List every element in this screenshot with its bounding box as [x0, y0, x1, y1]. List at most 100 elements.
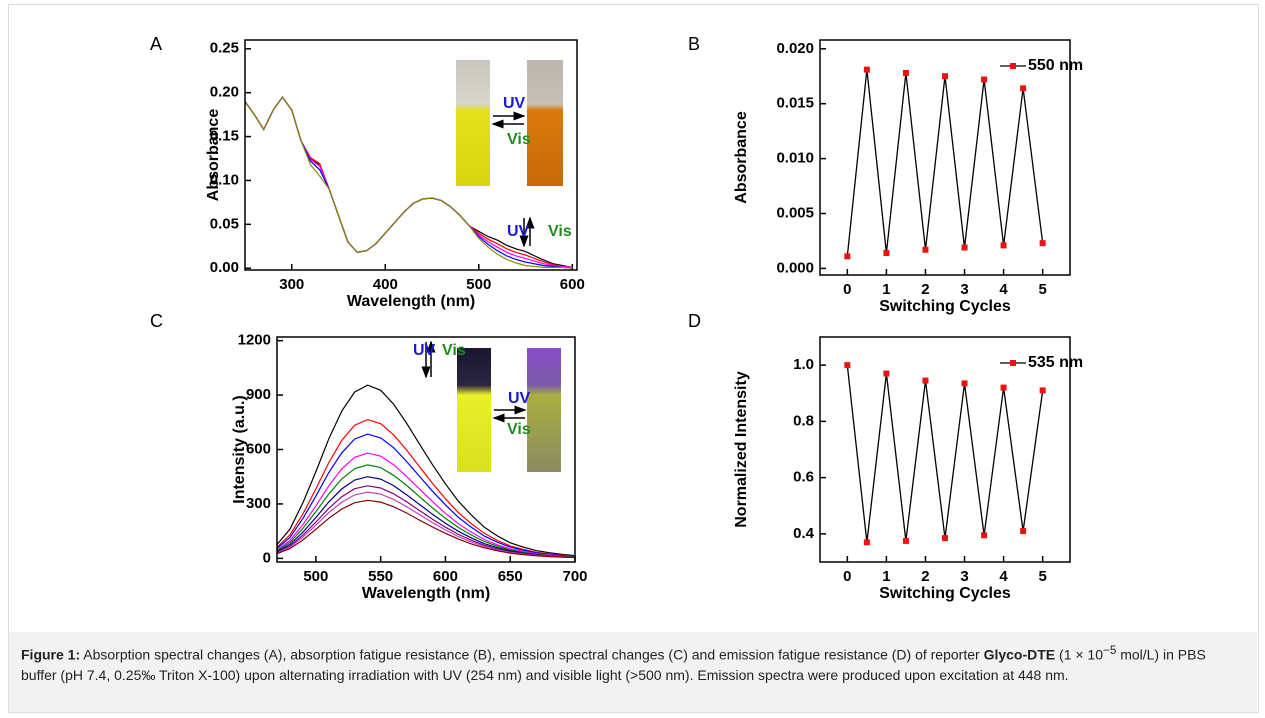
y-axis-title: Normalized Intensity [733, 371, 750, 528]
data-point [1020, 528, 1027, 535]
y-tick-label: 0.4 [793, 525, 815, 542]
data-point [961, 244, 968, 251]
y-tick-label: 0.010 [776, 150, 814, 167]
series-line [244, 96, 573, 268]
x-tick-label: 500 [303, 568, 328, 585]
data-point [922, 377, 929, 384]
cuvette [527, 348, 561, 472]
data-point [844, 362, 851, 369]
x-tick-label: 300 [279, 276, 304, 293]
caption-text: Absorption spectral changes (A), absorpt… [80, 646, 984, 663]
data-point [902, 69, 909, 76]
series-line [846, 365, 1044, 543]
data-point [1039, 240, 1046, 247]
annotation: UV [507, 223, 530, 240]
panel-label: B [688, 34, 700, 54]
x-tick-label: 0 [843, 568, 851, 585]
caption: Figure 1: Absorption spectral changes (A… [9, 632, 1257, 712]
legend-label: 550 nm [1028, 57, 1083, 74]
annotation: Vis [507, 131, 531, 148]
y-tick-label: 0.25 [210, 40, 239, 57]
series-line [276, 452, 576, 558]
cuvette-photos [456, 60, 563, 472]
x-tick-label: 600 [560, 276, 585, 293]
caption-bold: Glyco-DTE [983, 646, 1056, 663]
x-tick-label: 600 [433, 568, 458, 585]
caption-label: Figure 1: [21, 646, 81, 663]
x-axis-title: Switching Cycles [879, 298, 1011, 315]
y-tick-label: 0.6 [793, 469, 814, 486]
x-tick-label: 650 [498, 568, 523, 585]
x-tick-label: 1 [882, 568, 890, 585]
data-point [1020, 85, 1027, 92]
x-tick-label: 4 [999, 281, 1008, 298]
legend-marker [1010, 63, 1016, 69]
legend-label: 535 nm [1028, 354, 1083, 371]
annotation: UV [503, 95, 526, 112]
data-point [902, 537, 909, 544]
y-tick-label: 600 [246, 440, 271, 457]
y-tick-label: 1.0 [793, 356, 814, 373]
x-tick-label: 700 [562, 568, 587, 585]
y-axis-title: Intensity (a.u.) [231, 395, 248, 503]
series-line [846, 69, 1044, 257]
annotation: UV [413, 342, 436, 359]
data-point [863, 66, 870, 73]
data-point [981, 76, 988, 83]
x-tick-label: 500 [466, 276, 491, 293]
x-tick-label: 3 [960, 568, 968, 585]
y-tick-label: 1200 [238, 332, 271, 349]
y-tick-label: 0 [263, 549, 271, 566]
data-point [844, 253, 851, 260]
series-line [276, 464, 576, 558]
x-tick-label: 400 [373, 276, 398, 293]
plot-frame [244, 39, 578, 271]
x-tick-label: 3 [960, 281, 968, 298]
y-tick-label: 0.020 [776, 40, 814, 57]
caption-superscript: −5 [1103, 644, 1117, 657]
plot-frame [819, 39, 1071, 276]
y-tick-label: 0.05 [210, 215, 239, 232]
series-line [276, 499, 576, 559]
data-point [883, 370, 890, 377]
x-axis-title: Switching Cycles [879, 585, 1011, 602]
data-point [961, 380, 968, 387]
data-point [1000, 242, 1007, 249]
y-tick-label: 0.15 [210, 128, 239, 145]
y-tick-label: 0.000 [776, 259, 814, 276]
data-point [1000, 384, 1007, 391]
x-tick-label: 2 [921, 281, 929, 298]
x-tick-label: 2 [921, 568, 929, 585]
data-point [1039, 387, 1046, 394]
data-point [863, 539, 870, 546]
y-axis-title: Absorbance [205, 109, 222, 202]
annotation: Vis [442, 342, 466, 359]
series-line [244, 96, 573, 268]
cuvette [457, 348, 491, 472]
plot-frame [276, 336, 576, 563]
cuvette [456, 60, 490, 186]
data-point [942, 535, 948, 542]
panel-label: D [688, 311, 701, 331]
series-line [244, 96, 573, 269]
series-line [276, 384, 576, 557]
figure-frame [8, 4, 1259, 713]
x-tick-label: 5 [1038, 281, 1046, 298]
y-tick-label: 0.00 [210, 259, 239, 276]
y-tick-label: 0.015 [776, 95, 814, 112]
series-line [244, 96, 573, 269]
x-axis-title: Wavelength (nm) [362, 585, 490, 602]
x-tick-label: 5 [1038, 568, 1046, 585]
annotation: UV [508, 390, 531, 407]
y-tick-label: 0.20 [210, 84, 239, 101]
data-point [883, 250, 890, 257]
y-axis-title: Absorbance [733, 111, 750, 204]
data-point [942, 73, 948, 80]
x-axis-title: Wavelength (nm) [347, 293, 475, 310]
series-line [244, 96, 573, 268]
caption-text: (1 × 10 [1055, 646, 1104, 663]
annotation: Vis [548, 223, 572, 240]
annotation: Vis [507, 421, 531, 438]
caption-text: mol/L) in PBS buffer (pH 7.4, 0.25‰ Trit… [21, 646, 1206, 683]
